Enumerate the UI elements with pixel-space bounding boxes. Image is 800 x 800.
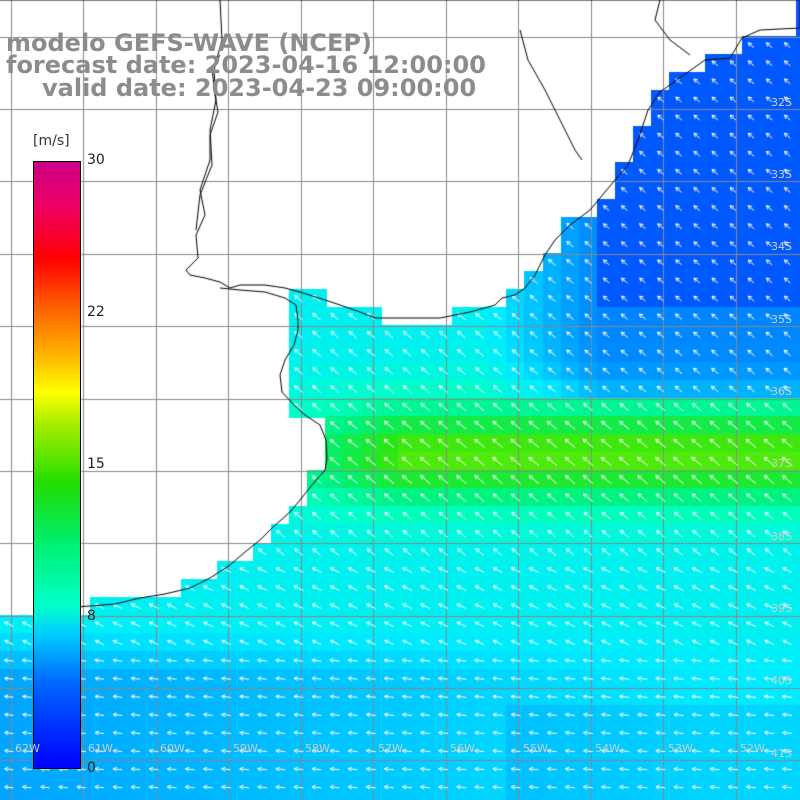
lon-label-53w: 53W [668,742,693,755]
valid-date: valid date: 2023-04-23 09:00:00 [42,74,477,102]
lat-label-34s: 34S [771,240,792,253]
lon-label-57w: 57W [378,742,403,755]
colorbar-tick-min: 0 [87,760,96,776]
lat-label-38s: 38S [771,530,792,543]
lon-label-56w: 56W [450,742,475,755]
lat-label-36s: 36S [771,385,792,398]
lat-label-41s: 41S [771,747,792,760]
colorbar-tick-22: 22 [87,304,105,320]
lon-label-62w: 62W [15,742,40,755]
colorbar-tick-15: 15 [87,456,105,472]
lat-label-37s: 37S [771,457,792,470]
lat-label-33s: 33S [771,168,792,181]
lon-label-58w: 58W [305,742,330,755]
lon-label-59w: 59W [233,742,258,755]
colorbar-tick-8: 8 [87,608,96,624]
lat-label-32s: 32S [771,96,792,109]
forecast-date: forecast date: 2023-04-16 12:00:00 [6,51,486,79]
lon-label-60w: 60W [160,742,185,755]
lat-label-40s: 40S [771,674,792,687]
colorbar-unit-label: [m/s] [33,133,70,149]
lon-label-54w: 54W [595,742,620,755]
model-title: modelo GEFS-WAVE (NCEP) [6,29,372,57]
colorbar-tick-max: 30 [87,152,105,168]
lon-label-55w: 55W [523,742,548,755]
wind-speed-colorbar [33,161,81,769]
lon-label-52w: 52W [740,742,765,755]
lon-label-61w: 61W [88,742,113,755]
lat-label-35s: 35S [771,313,792,326]
lat-label-39s: 39S [771,602,792,615]
